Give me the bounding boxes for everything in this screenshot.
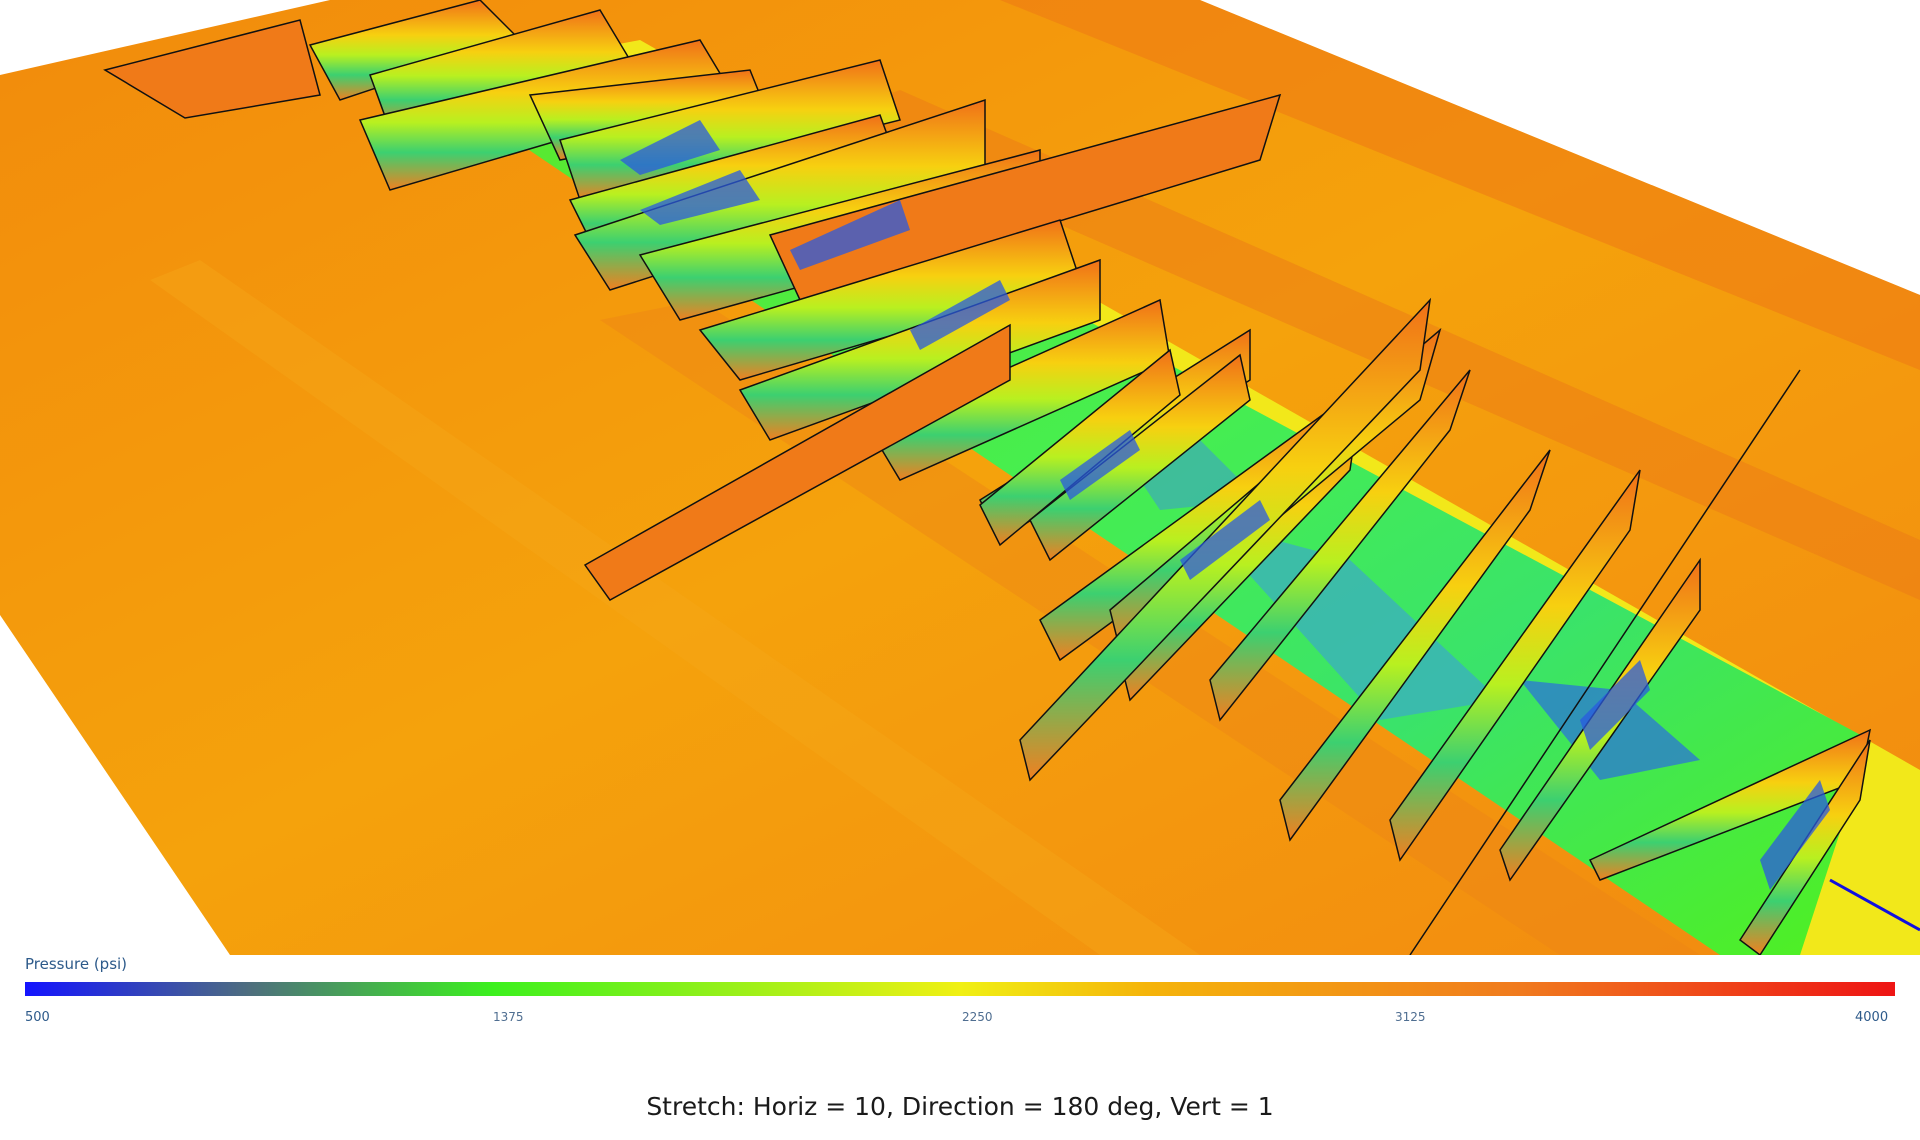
pressure-colorbar [25,982,1895,996]
cross-section-fences [103,0,1872,955]
3d-viewport[interactable] [0,0,1920,955]
tick-label-3: 2250 [962,1010,993,1024]
tick-label-max: 4000 [1855,1010,1889,1025]
fence-16 [979,348,1181,547]
tick-label-min: 500 [25,1010,50,1025]
tick-label-2: 1375 [493,1010,524,1024]
low-pressure-cores [620,120,1830,890]
fence-23 [1279,449,1551,842]
fence-21 [1209,369,1471,722]
stretch-caption: Stretch: Horiz = 10, Direction = 180 deg… [646,1092,1274,1121]
legend-title: Pressure (psi) [25,955,128,973]
tick-label-4: 3125 [1395,1010,1426,1024]
fence-10 [768,93,1282,301]
fence-24 [1389,469,1641,862]
fence-1 [103,19,321,119]
fence-15 [583,323,1011,601]
fence-28 [1409,369,1801,955]
fence-17 [1029,353,1251,562]
well-trajectory [1829,878,1920,932]
